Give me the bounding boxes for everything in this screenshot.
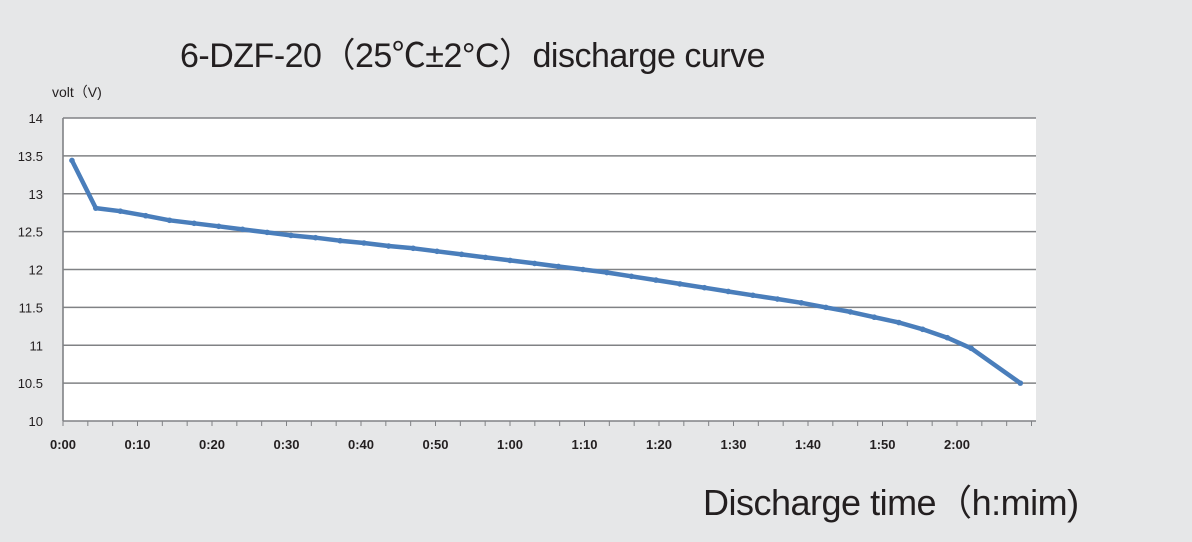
y-tick-label: 13 — [29, 187, 43, 202]
data-point — [628, 273, 635, 280]
data-point — [92, 205, 99, 211]
data-point — [677, 281, 683, 287]
x-tick-label: 0:10 — [124, 437, 150, 452]
data-point — [191, 220, 197, 227]
data-point — [604, 269, 610, 276]
data-point — [750, 292, 756, 299]
y-tick-label: 11 — [30, 338, 44, 353]
x-tick-label: 1:40 — [795, 437, 821, 452]
data-point — [288, 232, 294, 239]
data-point — [823, 304, 829, 311]
data-point — [142, 212, 149, 219]
data-point — [798, 300, 805, 306]
x-tick-label: 1:30 — [720, 437, 746, 452]
x-axis-label: Discharge time（h:mim) — [703, 482, 1079, 523]
y-tick-label: 12.5 — [18, 225, 43, 240]
x-tick-label: 0:30 — [273, 437, 299, 452]
y-tick-label: 10.5 — [18, 376, 43, 391]
data-point — [507, 257, 513, 264]
data-point — [434, 248, 440, 255]
data-point — [312, 234, 319, 241]
x-tick-label: 1:50 — [869, 437, 895, 452]
data-point — [919, 326, 926, 333]
y-tick-label: 11.5 — [19, 300, 43, 315]
data-point — [701, 284, 708, 291]
data-point — [774, 296, 781, 302]
data-point — [69, 157, 75, 164]
data-point — [117, 208, 124, 214]
data-point — [482, 254, 489, 261]
data-point — [896, 319, 902, 326]
data-point — [555, 263, 562, 270]
x-tick-label: 0:40 — [348, 437, 374, 452]
data-point — [944, 334, 951, 341]
data-point — [968, 345, 974, 352]
x-tick-label: 0:20 — [199, 437, 225, 452]
x-tick-label: 0:50 — [422, 437, 448, 452]
data-point — [337, 237, 343, 244]
data-point — [215, 223, 222, 230]
y-tick-label: 10 — [29, 414, 43, 429]
data-point — [166, 217, 173, 224]
data-point — [410, 245, 416, 252]
y-axis-label: volt（V) — [52, 84, 102, 100]
data-point — [458, 251, 465, 258]
x-tick-label: 0:00 — [50, 437, 76, 452]
y-tick-label: 13.5 — [18, 149, 43, 164]
data-point — [531, 260, 538, 267]
y-tick-label: 14 — [29, 111, 43, 126]
data-point — [239, 226, 246, 233]
data-point — [264, 229, 270, 236]
x-tick-label: 1:00 — [497, 437, 523, 452]
data-point — [580, 266, 586, 273]
data-point — [361, 240, 367, 246]
data-point — [1017, 380, 1024, 386]
data-point — [847, 309, 854, 315]
data-point — [871, 314, 878, 321]
x-tick-label: 2:00 — [944, 437, 970, 452]
chart-title: 6-DZF-20（25℃±2°C）discharge curve — [180, 37, 766, 75]
data-point — [725, 288, 732, 295]
x-tick-label: 1:20 — [646, 437, 672, 452]
x-tick-label: 1:10 — [571, 437, 597, 452]
data-point — [653, 277, 659, 283]
data-point — [385, 243, 392, 249]
y-tick-label: 12 — [29, 263, 43, 278]
